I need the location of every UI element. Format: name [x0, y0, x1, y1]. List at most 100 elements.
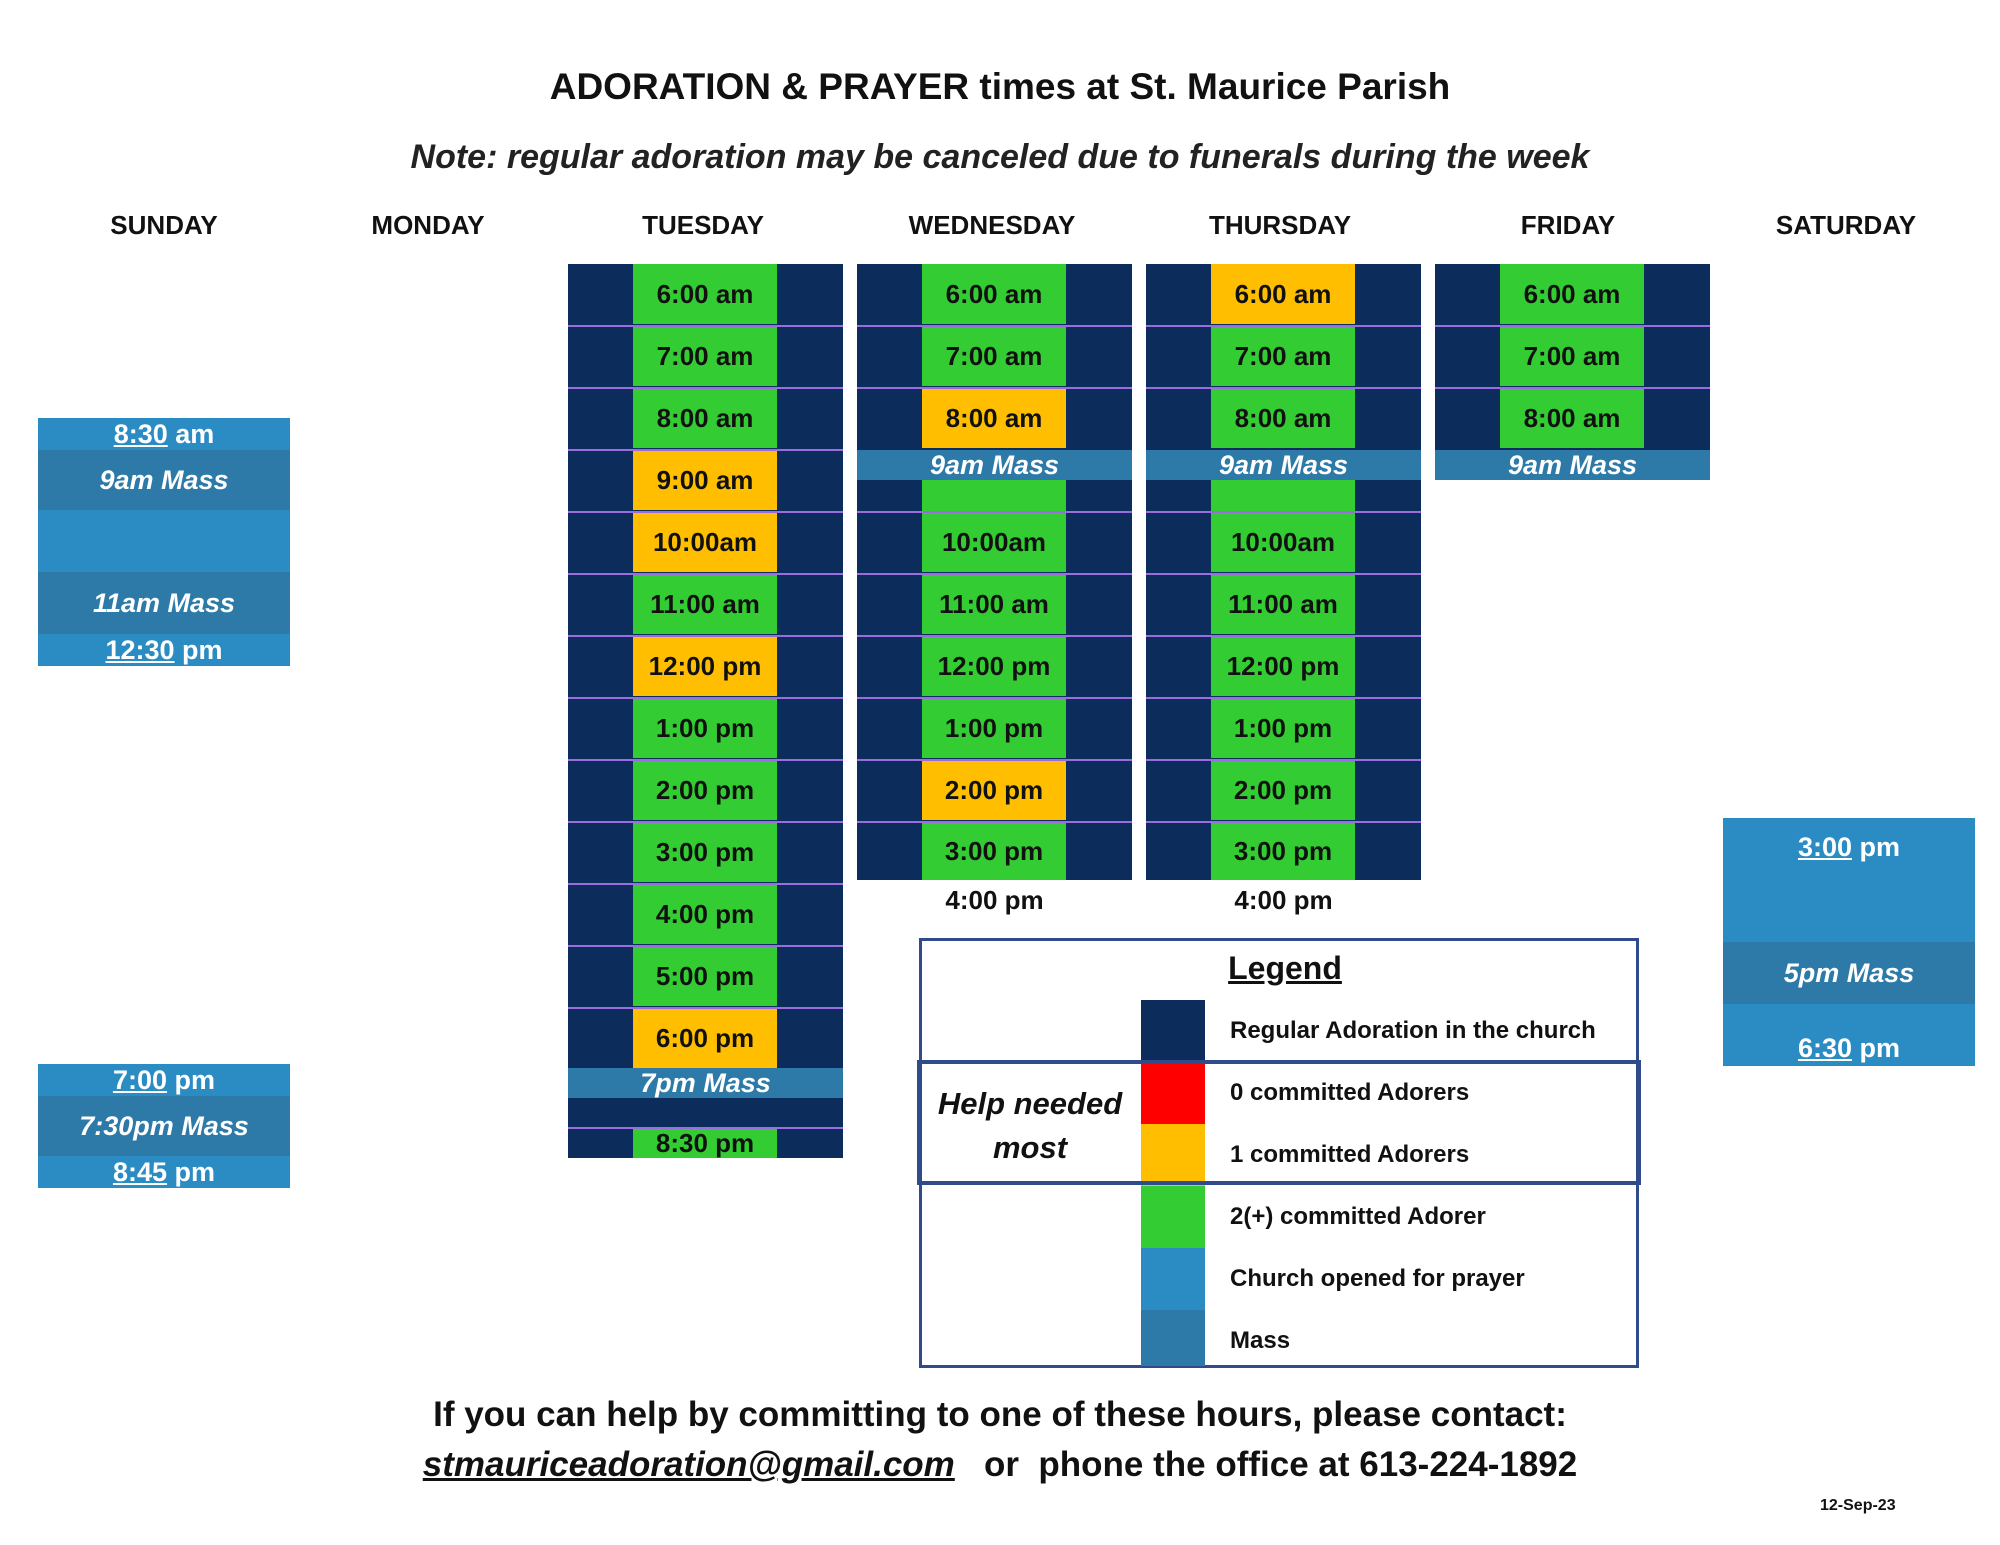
tuesday-grid-line [568, 449, 843, 451]
thursday-slot-8: 3:00 pm [1211, 822, 1355, 880]
sunday-open-1230: 12:30 pm [38, 634, 290, 666]
sunday-open-830: 8:30 am [38, 418, 290, 450]
tuesday-grid-line [568, 1007, 843, 1009]
friday-grid-line [1435, 387, 1710, 389]
tuesday-grid-line [568, 821, 843, 823]
thursday-slot-7: 2:00 pm [1211, 760, 1355, 820]
page-title: ADORATION & PRAYER times at St. Maurice … [549, 66, 1451, 107]
sunday-mass-730pm: 7:30pm Mass [38, 1096, 290, 1156]
wednesday-grid-line [857, 325, 1132, 327]
legend-label-open: Church opened for prayer [1230, 1265, 1525, 1292]
wednesday-end-time: 4:00 pm [945, 885, 1044, 915]
thursday-grid-line [1146, 697, 1421, 699]
tuesday-grid-line [568, 697, 843, 699]
tuesday-slot-9: 3:00 pm [633, 822, 777, 882]
help-needed-label: Help needed most [937, 1086, 1123, 1165]
thursday-slot-0: 6:00 am [1211, 264, 1355, 324]
thursday-grid-line [1146, 759, 1421, 761]
wednesday-grid-line [857, 759, 1132, 761]
tuesday-slot-7: 1:00 pm [633, 698, 777, 758]
wednesday-grid-line [857, 821, 1132, 823]
tuesday-grid-line [568, 945, 843, 947]
friday-slot-1: 7:00 am [1500, 326, 1644, 386]
thursday-slot-2: 8:00 am [1211, 388, 1355, 448]
legend-swatch-mass [1141, 1310, 1205, 1366]
wednesday-slot-1: 7:00 am [922, 326, 1066, 386]
friday-slot-0: 6:00 am [1500, 264, 1644, 324]
thursday-grid-line [1146, 573, 1421, 575]
wednesday-slot-3: 10:00am [922, 512, 1066, 572]
day-header-wednesday: WEDNESDAY [908, 210, 1076, 240]
contact-email-link[interactable]: stmauriceadoration@gmail.com [422, 1445, 955, 1484]
saturday-mass-5pm: 5pm Mass [1723, 942, 1975, 1004]
day-header-saturday: SATURDAY [1775, 210, 1917, 240]
wednesday-grid-line [857, 697, 1132, 699]
tuesday-slot-830pm: 8:30 pm [633, 1128, 777, 1158]
legend-swatch-zero [1141, 1062, 1205, 1124]
thursday-grid-line [1146, 511, 1421, 513]
wednesday-slot-7: 2:00 pm [922, 760, 1066, 820]
wednesday-slot-6: 1:00 pm [922, 698, 1066, 758]
legend-swatch-two-plus [1141, 1186, 1205, 1248]
legend-swatch-one [1141, 1124, 1205, 1186]
legend-label-one: 1 committed Adorers [1230, 1141, 1470, 1168]
sunday-open-block [38, 510, 290, 572]
tuesday-slot-2: 8:00 am [633, 388, 777, 448]
wednesday-grid-line [857, 511, 1132, 513]
thursday-slot-3: 10:00am [1211, 512, 1355, 572]
tuesday-slot-10: 4:00 pm [633, 884, 777, 944]
tuesday-slot-4: 10:00am [633, 512, 777, 572]
legend-label-regular: Regular Adoration in the church [1230, 1017, 1596, 1044]
wednesday-grid-line [857, 635, 1132, 637]
thursday-grid-line [1146, 821, 1421, 823]
wednesday-mass-9am: 9am Mass [857, 450, 1132, 480]
tuesday-grid-line [568, 387, 843, 389]
wednesday-grid-line [857, 387, 1132, 389]
friday-slot-2: 8:00 am [1500, 388, 1644, 448]
tuesday-grid-line [568, 759, 843, 761]
legend-label-zero: 0 committed Adorers [1230, 1079, 1470, 1106]
tuesday-grid-line [568, 1127, 843, 1129]
wednesday-slot-8: 3:00 pm [922, 822, 1066, 880]
cancellation-note: Note: regular adoration may be canceled … [410, 138, 1590, 176]
tuesday-slot-5: 11:00 am [633, 574, 777, 634]
tuesday-slot-3: 9:00 am [633, 450, 777, 510]
tuesday-mass-7pm: 7pm Mass [568, 1068, 843, 1098]
tuesday-grid-line [568, 573, 843, 575]
legend-label-two-plus: 2(+) committed Adorer [1230, 1203, 1486, 1230]
day-header-thursday: THURSDAY [1208, 210, 1352, 240]
tuesday-slot-11: 5:00 pm [633, 946, 777, 1006]
legend-swatch-open [1141, 1248, 1205, 1310]
thursday-slot-6: 1:00 pm [1211, 698, 1355, 758]
thursday-slot-930 [1211, 480, 1355, 512]
thursday-grid-line [1146, 387, 1421, 389]
saturday-open-300pm: 3:00 pm [1723, 818, 1975, 942]
sunday-mass-9am: 9am Mass [38, 450, 290, 510]
day-header-monday: MONDAY [371, 210, 485, 240]
tuesday-grid-line [568, 511, 843, 513]
thursday-end-time: 4:00 pm [1234, 885, 1333, 915]
tuesday-slot-12: 6:00 pm [633, 1008, 777, 1068]
wednesday-slot-4: 11:00 am [922, 574, 1066, 634]
legend-title: Legend [1228, 950, 1342, 986]
saturday-open-630pm: 6:30 pm [1723, 1004, 1975, 1066]
tuesday-slot-8: 2:00 pm [633, 760, 777, 820]
tuesday-grid-line [568, 325, 843, 327]
friday-mass-9am: 9am Mass [1435, 450, 1710, 480]
thursday-grid-line [1146, 635, 1421, 637]
thursday-slot-5: 12:00 pm [1211, 636, 1355, 696]
sunday-open-845pm: 8:45 pm [38, 1156, 290, 1188]
tuesday-slot-1: 7:00 am [633, 326, 777, 386]
tuesday-slot-6: 12:00 pm [633, 636, 777, 696]
contact-phone: or phone the office at 613-224-1892 [954, 1445, 1578, 1484]
tuesday-slot-0: 6:00 am [633, 264, 777, 324]
thursday-slot-4: 11:00 am [1211, 574, 1355, 634]
contact-line: stmauriceadoration@gmail.com or phone th… [0, 1445, 2000, 1485]
friday-grid-line [1435, 325, 1710, 327]
thursday-mass-9am: 9am Mass [1146, 450, 1421, 480]
thursday-slot-1: 7:00 am [1211, 326, 1355, 386]
revision-date: 12-Sep-23 [1820, 1497, 1896, 1514]
wednesday-slot-0: 6:00 am [922, 264, 1066, 324]
legend-label-mass: Mass [1230, 1327, 1291, 1354]
help-needed-frame [917, 1060, 1641, 1185]
